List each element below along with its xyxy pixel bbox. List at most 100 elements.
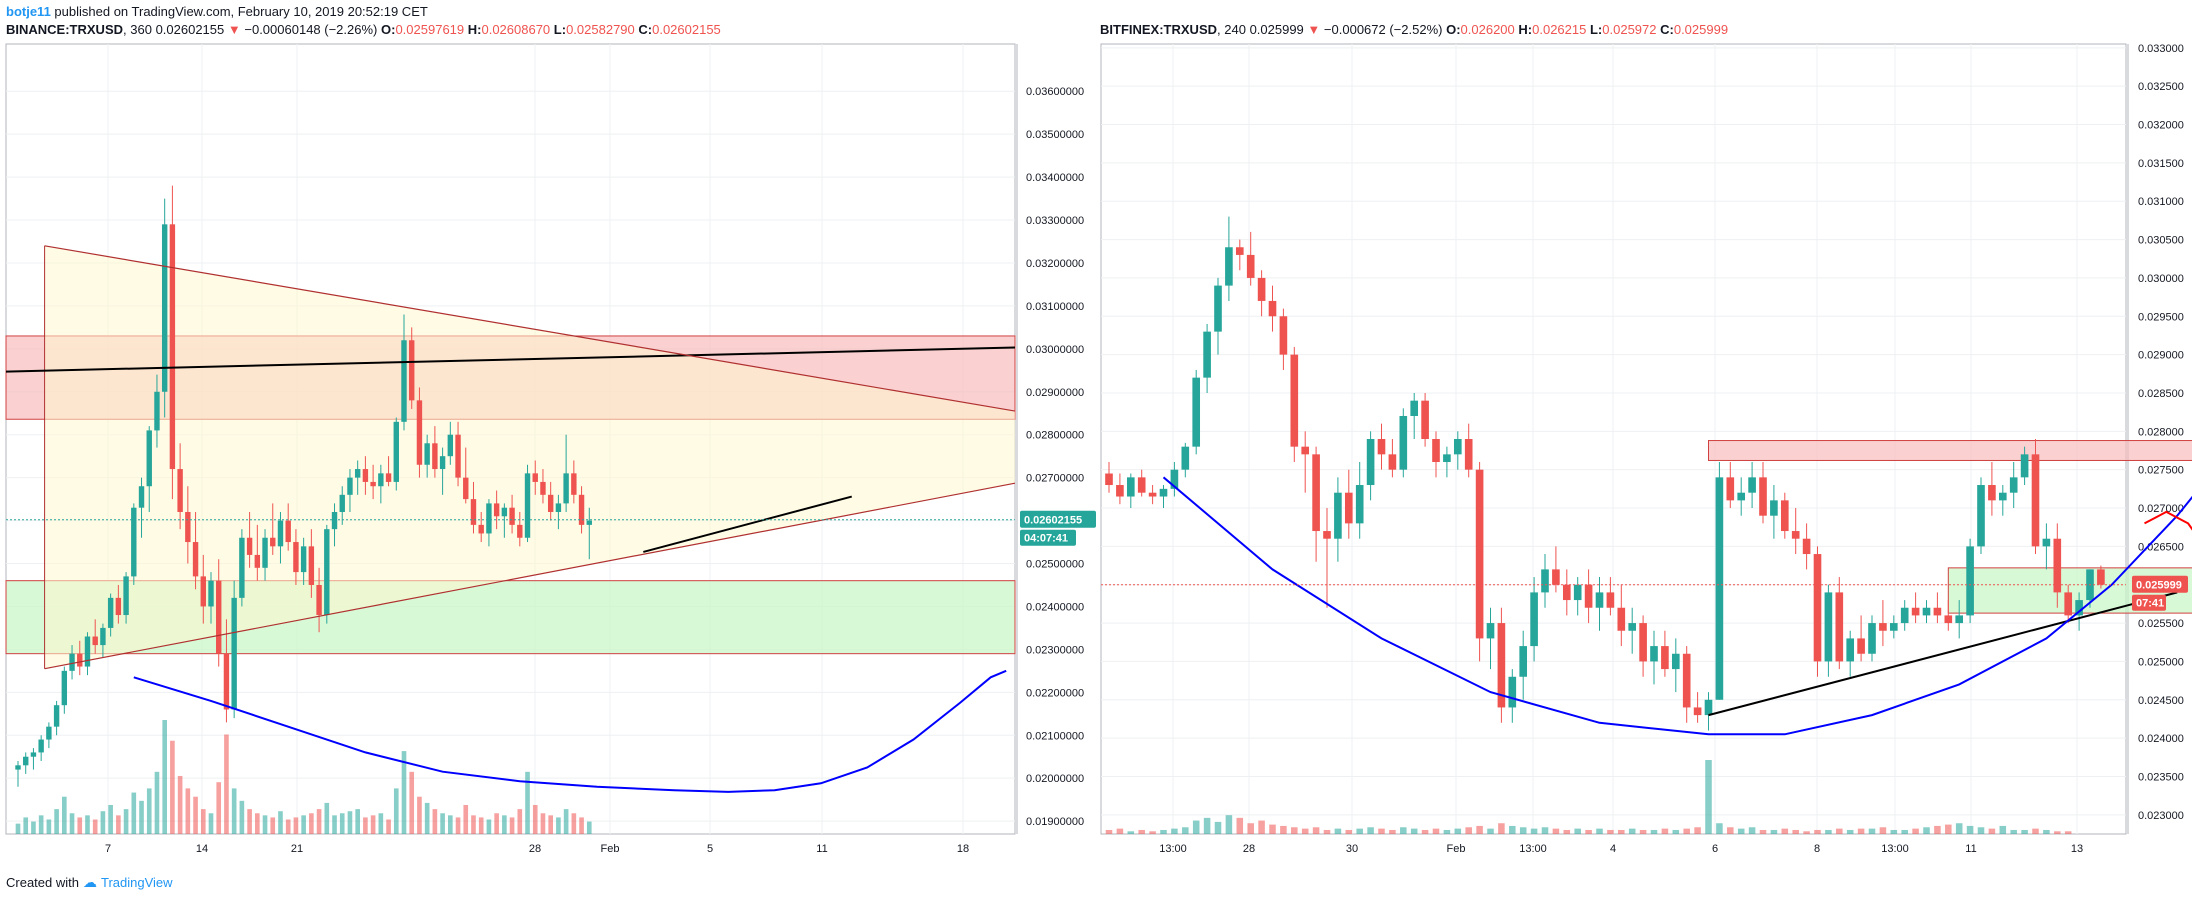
right-low: 0.025972 — [1602, 22, 1657, 37]
y-tick-label: 0.025500 — [2138, 618, 2184, 630]
volume-bar — [540, 813, 546, 834]
volume-bar — [62, 796, 67, 834]
volume-bar — [231, 788, 237, 834]
right-close: 0.025999 — [1673, 22, 1729, 37]
candle-body — [1671, 653, 1680, 670]
right-symbol: BITFINEX:TRXUSD — [1100, 22, 1217, 37]
candle-body — [53, 705, 60, 727]
volume-bar — [1214, 821, 1222, 834]
y-tick-label: 0.026500 — [2138, 541, 2184, 553]
right-interval: 240 — [1224, 22, 1246, 37]
candle-body — [1715, 477, 1724, 700]
volume-bar — [131, 792, 137, 834]
volume-bar — [1301, 828, 1309, 834]
y-tick-label: 0.03500000 — [1026, 129, 1084, 141]
candle-body — [1682, 653, 1691, 708]
candle-body — [1312, 454, 1320, 532]
volume-bar — [1803, 831, 1810, 834]
candle-body — [1214, 285, 1222, 332]
candle-body — [239, 537, 245, 598]
candle-body — [1639, 623, 1647, 662]
volume-bar — [1269, 824, 1276, 834]
volume-bar — [208, 813, 214, 834]
volume-bar — [579, 817, 584, 834]
candle-body — [1334, 492, 1342, 539]
x-tick-label: 13:00 — [1159, 843, 1187, 855]
candle-body — [1464, 439, 1473, 470]
candle-body — [1857, 638, 1865, 654]
volume-bar — [1585, 829, 1592, 834]
left-last: 0.02602155 — [155, 22, 225, 37]
tradingview-brand[interactable]: TradingView — [100, 875, 173, 890]
volume-bar — [478, 817, 484, 834]
volume-bar — [285, 819, 291, 834]
candle-body — [1650, 646, 1658, 662]
volume-bar — [339, 813, 345, 834]
candle-body — [200, 576, 206, 607]
candle-body — [84, 636, 91, 667]
candle-body — [293, 542, 299, 573]
candle-body — [439, 456, 446, 470]
y-tick-label: 0.03300000 — [1026, 215, 1084, 227]
volume-bar — [378, 813, 384, 834]
left-low: 0.02582790 — [566, 22, 635, 37]
volume-bar — [278, 811, 283, 834]
candle-body — [509, 507, 515, 525]
volume-bar — [54, 809, 59, 834]
candle-body — [1301, 446, 1310, 455]
short-trend-line — [643, 495, 853, 553]
candle-body — [1573, 584, 1582, 601]
volume-bar — [363, 817, 368, 834]
x-tick-label: 13:00 — [1881, 843, 1909, 855]
left-symbol: BINANCE:TRXUSD — [6, 22, 123, 37]
volume-bar — [2064, 831, 2072, 834]
candle-body — [246, 537, 253, 555]
volume-bar — [1607, 829, 1614, 834]
candle-body — [270, 537, 276, 547]
candle-body — [131, 507, 137, 577]
y-tick-label: 0.02400000 — [1026, 601, 1084, 613]
volume-bar — [2032, 828, 2039, 834]
volume-bar — [216, 782, 222, 834]
volume-bar — [1280, 825, 1287, 834]
candle-body — [555, 503, 562, 512]
x-tick-label: 13:00 — [1519, 843, 1547, 855]
volume-bar — [1334, 828, 1342, 834]
candle-body — [107, 597, 114, 628]
volume-bar — [525, 771, 530, 834]
x-tick-label: 4 — [1610, 843, 1616, 855]
candle-body — [38, 739, 44, 753]
candle-body — [416, 400, 423, 465]
blue-curve — [1162, 476, 2192, 736]
blue-curve — [133, 669, 1007, 793]
volume-bar — [1792, 829, 1799, 834]
volume-bar — [532, 804, 538, 834]
volume-bar — [1694, 827, 1701, 834]
candle-body — [1606, 592, 1615, 608]
y-tick-label: 0.024500 — [2138, 695, 2184, 707]
y-tick-label: 0.029500 — [2138, 311, 2184, 323]
candle-body — [2020, 454, 2029, 478]
volume-bar — [1574, 828, 1581, 834]
volume-bar — [1312, 827, 1320, 834]
volume-bar — [1476, 825, 1483, 834]
volume-bar — [370, 815, 376, 834]
volume-bar — [1934, 825, 1941, 834]
candle-body — [100, 627, 106, 646]
candle-body — [1170, 469, 1179, 489]
x-tick-label: 21 — [291, 843, 303, 855]
candle-body — [1203, 331, 1211, 378]
volume-bar — [239, 800, 245, 834]
volume-bar — [1857, 828, 1865, 834]
volume-bar — [1901, 829, 1908, 834]
candle-body — [1192, 377, 1201, 447]
volume-bar — [1203, 817, 1211, 834]
volume-bar — [1116, 828, 1124, 834]
right-chart: 0.033000 0.032500 0.032000 0.031500 0.031000… — [1100, 43, 2192, 855]
candle-body — [493, 503, 500, 517]
y-tick-label: 0.02300000 — [1026, 644, 1084, 656]
left-interval: 360 — [130, 22, 152, 37]
author-name[interactable]: botje11 — [6, 4, 51, 19]
candle-body — [308, 546, 315, 585]
